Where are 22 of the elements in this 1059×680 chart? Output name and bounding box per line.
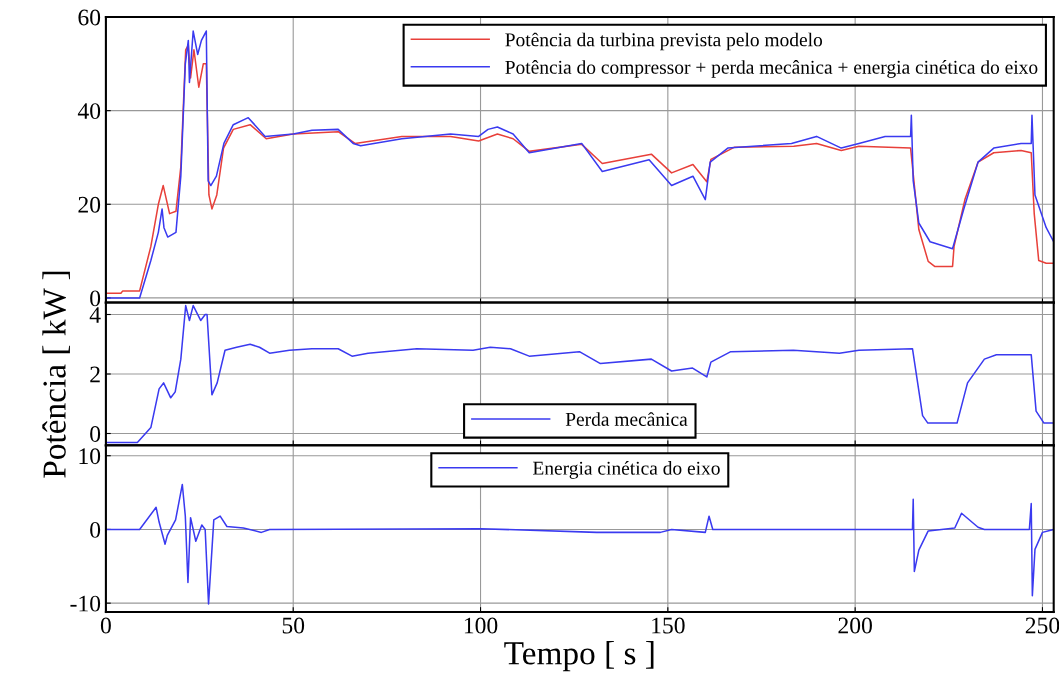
y-tick-label: 40 bbox=[77, 103, 101, 120]
y-tick-label: 60 bbox=[78, 9, 101, 26]
y-tick-label: 0 bbox=[90, 521, 101, 538]
y-tick-label: 20 bbox=[78, 196, 101, 213]
x-tick-label: 50 bbox=[282, 617, 305, 634]
x-tick-label: 100 bbox=[464, 617, 498, 634]
x-axis-title: Tempo [ s ] bbox=[504, 641, 654, 672]
y-tick-label: 4 bbox=[89, 307, 101, 323]
y-tick-label: 10 bbox=[79, 448, 101, 465]
x-tick-label: 250 bbox=[1025, 617, 1059, 634]
y-tick-label: 2 bbox=[90, 366, 100, 383]
x-tick-label: 150 bbox=[652, 617, 685, 634]
y-tick-label: 0 bbox=[90, 425, 101, 442]
legend-label: Potência da turbina prevista pelo modelo bbox=[505, 32, 823, 51]
y-axis-title: Potência [ kW ] bbox=[42, 271, 70, 478]
y-tick-label: -10 bbox=[70, 595, 101, 612]
legend-label: Potência do compressor + perda mecânica + energia cinética do eixo bbox=[505, 60, 1038, 78]
legend-label: Perda mecânica bbox=[565, 412, 688, 426]
y-tick-label: 0 bbox=[90, 290, 101, 307]
line-series bbox=[105, 483, 1054, 605]
legend-label: Energia cinética do eixo bbox=[532, 461, 720, 479]
x-tick-label: 200 bbox=[838, 617, 872, 634]
